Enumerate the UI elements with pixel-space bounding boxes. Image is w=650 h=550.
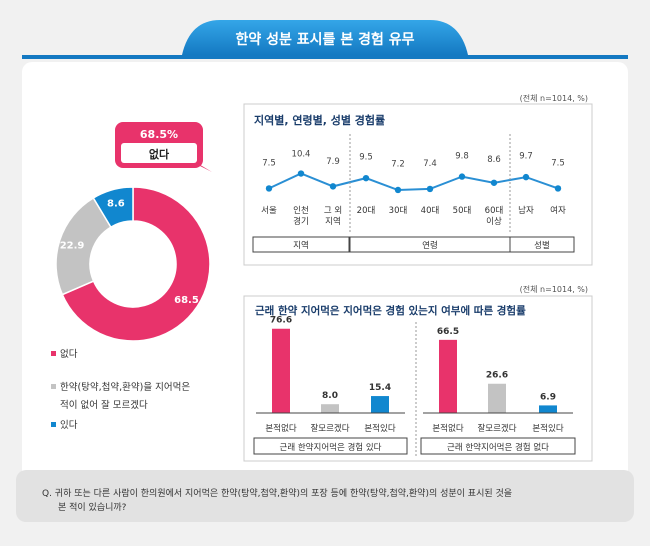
bar: [539, 405, 557, 413]
line-value-label: 10.4: [292, 150, 311, 160]
line-value-label: 7.2: [391, 159, 405, 169]
line-point: [297, 170, 305, 177]
question-line-1: Q. 귀하 또는 다른 사람이 한의원에서 지어먹은 한약(탕약,첩약,환약)의…: [42, 487, 512, 499]
line-tick-label: 남자: [518, 206, 534, 216]
legend-label: 없다: [60, 348, 78, 360]
bar-group-label: 근래 한약지어먹은 경험 없다: [447, 442, 549, 453]
bar-value-label: 26.6: [486, 371, 508, 381]
legend-label: 한약(탕약,첩약,환약)을 지어먹은: [60, 381, 190, 393]
line-point: [458, 173, 466, 180]
line-point: [426, 185, 434, 193]
line-value-label: 7.9: [326, 157, 340, 167]
bar-category-label: 본적없다: [265, 423, 296, 434]
bar: [439, 339, 457, 413]
callout-tail: [192, 160, 212, 172]
bar-category-label: 잘모르겠다: [310, 423, 349, 434]
bar-category-label: 잘모르겠다: [477, 423, 516, 434]
donut-slice-label: 8.6: [107, 198, 125, 209]
line-tick-label: 서울: [261, 206, 277, 216]
header-tab: [182, 20, 468, 55]
line-tick-label: 이상: [486, 216, 502, 227]
bar-note: (전체 n=1014, %): [520, 284, 588, 294]
bar-category-label: 본적있다: [364, 423, 395, 434]
line-value-label: 8.6: [487, 155, 501, 165]
donut-chart: 68.5 22.9 8.6: [55, 186, 211, 342]
bar-value-label: 15.4: [369, 383, 391, 393]
group-label-box: [252, 236, 350, 253]
callout-value: 68.5%: [140, 128, 178, 141]
donut-callout: 68.5% 없다: [115, 122, 212, 172]
bar: [272, 328, 290, 413]
line-tick-label: 40대: [421, 206, 440, 216]
line-point: [490, 179, 498, 186]
bar-value-label: 6.9: [540, 392, 556, 402]
line-point: [522, 173, 530, 181]
line-tick-label: 20대: [357, 206, 376, 216]
group-label: 성별: [534, 240, 550, 251]
bar-group-label-box: [253, 437, 408, 455]
line-point: [554, 185, 562, 192]
line-value-label: 9.8: [455, 151, 469, 161]
line-tick-label: 지역: [325, 216, 341, 227]
line-tick-label: 인천: [293, 205, 309, 216]
group-label: 지역: [293, 240, 309, 251]
bar: [371, 396, 389, 413]
line-tick-label: 그 외: [324, 205, 342, 216]
donut-slice-label: 68.5: [174, 295, 199, 306]
line-note: (전체 n=1014, %): [520, 93, 588, 103]
line-value-label: 9.5: [359, 152, 373, 162]
question-box: [16, 470, 634, 522]
header-rule: [22, 55, 628, 59]
line-tick-label: 60대: [485, 206, 504, 216]
line-value-label: 9.7: [519, 152, 533, 162]
donut-slice: [92, 186, 134, 229]
line-point: [362, 174, 370, 182]
bar-category-label: 본적있다: [532, 423, 563, 434]
line-tick-label: 경기: [293, 216, 309, 227]
legend-marker: [51, 422, 56, 427]
line-point: [329, 183, 337, 190]
line-value-label: 7.5: [262, 158, 276, 168]
bar-value-label: 8.0: [322, 391, 338, 401]
question-line-2: 본 적이 있습니까?: [58, 501, 127, 513]
bar-value-label: 76.6: [270, 316, 292, 326]
group-label-box: [509, 236, 575, 253]
legend-label: 있다: [60, 419, 78, 431]
bar-value-label: 66.5: [437, 327, 459, 337]
line-point: [394, 186, 402, 194]
bar: [488, 383, 506, 413]
line-point: [265, 185, 273, 192]
bar-group-label: 근래 한약지어먹은 경험 있다: [280, 442, 382, 453]
legend-marker: [51, 384, 56, 389]
line-value-label: 7.5: [551, 158, 565, 168]
bar-panel: [243, 295, 593, 462]
callout-label: 없다: [149, 147, 170, 161]
bar-title: 근래 한약 지어먹은 지어먹은 경험 있는지 여부에 따른 경험률: [255, 304, 526, 317]
donut-slice-label: 22.9: [60, 240, 85, 251]
line-tick-label: 50대: [453, 206, 472, 216]
legend-marker: [51, 351, 56, 356]
line-tick-label: 여자: [550, 205, 566, 216]
line-value-label: 7.4: [423, 159, 437, 169]
line-title: 지역별, 연령별, 성별 경험률: [254, 113, 385, 127]
donut-slice: [61, 186, 211, 342]
header-title: 한약 성분 표시를 본 경험 유무: [236, 31, 415, 48]
bar-category-label: 본적없다: [432, 423, 463, 434]
bar: [321, 404, 339, 413]
line-tick-label: 30대: [389, 206, 408, 216]
legend-label: 적이 없어 잘 모르겠다: [60, 399, 148, 411]
bar-group-label-box: [420, 437, 576, 455]
callout-label-box: [121, 143, 197, 163]
group-label: 연령: [422, 240, 438, 251]
